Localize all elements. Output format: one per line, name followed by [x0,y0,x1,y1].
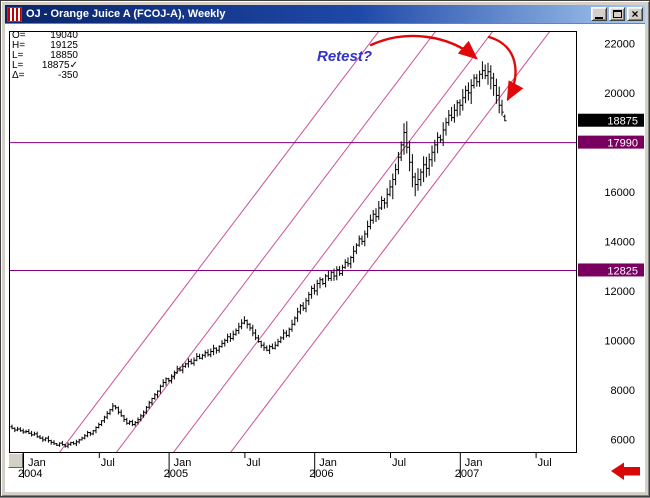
month-label: Jan [465,457,483,469]
title-bar[interactable]: OJ - Orange Juice A (FCOJ-A), Weekly × [5,5,645,23]
annotation-text[interactable]: Retest? [317,48,372,65]
year-label: 2004 [18,468,42,480]
quote-high-label: H= [12,40,26,51]
minimize-icon [595,16,603,19]
month-label: Jul [392,457,406,469]
plot-border [9,31,577,453]
price-axis-label: 16000 [604,187,635,199]
price-axis-label: 8000 [611,385,635,397]
price-flag-box [578,135,644,149]
price-axis-label: 6000 [611,434,635,446]
year-label: 2007 [455,468,479,480]
month-label: Jul [101,457,115,469]
trend-channel-line[interactable] [230,31,550,453]
price-axis-label: 14000 [604,236,635,248]
quote-low-value: 18850 [50,50,78,61]
quote-row: L= 18875✓ [12,61,78,71]
quote-high-value: 19125 [50,40,78,51]
month-label: Jan [174,457,192,469]
app-icon [7,6,22,22]
price-flag-value: 17990 [607,138,638,150]
price-flag-box [578,113,644,127]
minimize-button[interactable] [591,7,607,21]
price-axis-label: 22000 [604,38,635,50]
quote-last-value: 18875✓ [41,60,78,71]
trend-channel-line[interactable] [59,31,379,453]
price-axis-label: 10000 [604,335,635,347]
quote-row: Δ= -350 [12,71,78,81]
quote-row: H= 19125 [12,41,78,51]
price-flag-value: 12825 [607,265,638,277]
quote-last-label: L= [12,60,24,71]
scroll-end-icon[interactable] [611,462,640,481]
month-label: Jan [28,457,46,469]
quote-panel: O= 19040 H= 19125 L= 18850 L= 18875✓ Δ= -350 [12,31,78,81]
maximize-button[interactable] [609,7,625,21]
quote-change-label: Δ= [12,70,25,81]
chart-client-area [5,23,645,492]
annotation-arrow[interactable] [369,34,478,60]
month-label: Jan [319,457,337,469]
trend-channel-line[interactable] [173,31,493,453]
quote-low-label: L= [12,50,24,61]
year-label: 2005 [164,468,188,480]
close-button[interactable]: × [627,7,643,21]
window-controls: × [589,7,643,21]
quote-row: O= 19040 [12,31,78,41]
window-title: OJ - Orange Juice A (FCOJ-A), Weekly [26,8,226,20]
axis-corner-button[interactable] [8,453,23,468]
quote-row: L= 18850 [12,51,78,61]
plot-area [10,31,576,453]
price-axis-label: 20000 [604,88,635,100]
price-axis-label: 12000 [604,286,635,298]
close-icon: × [631,7,639,21]
quote-open-label: O= [12,30,26,41]
price-flag-value: 18875 [607,116,638,128]
trend-channel-line[interactable] [116,31,436,453]
month-label: Jul [246,457,260,469]
quote-open-value: 19040 [50,30,78,41]
quote-change-value: -350 [57,70,78,81]
maximize-icon [612,10,622,18]
price-bars [10,61,507,449]
month-label: Jul [538,457,552,469]
price-flag-box [578,263,644,277]
year-label: 2006 [309,468,333,480]
annotation-arrow[interactable] [487,35,524,102]
